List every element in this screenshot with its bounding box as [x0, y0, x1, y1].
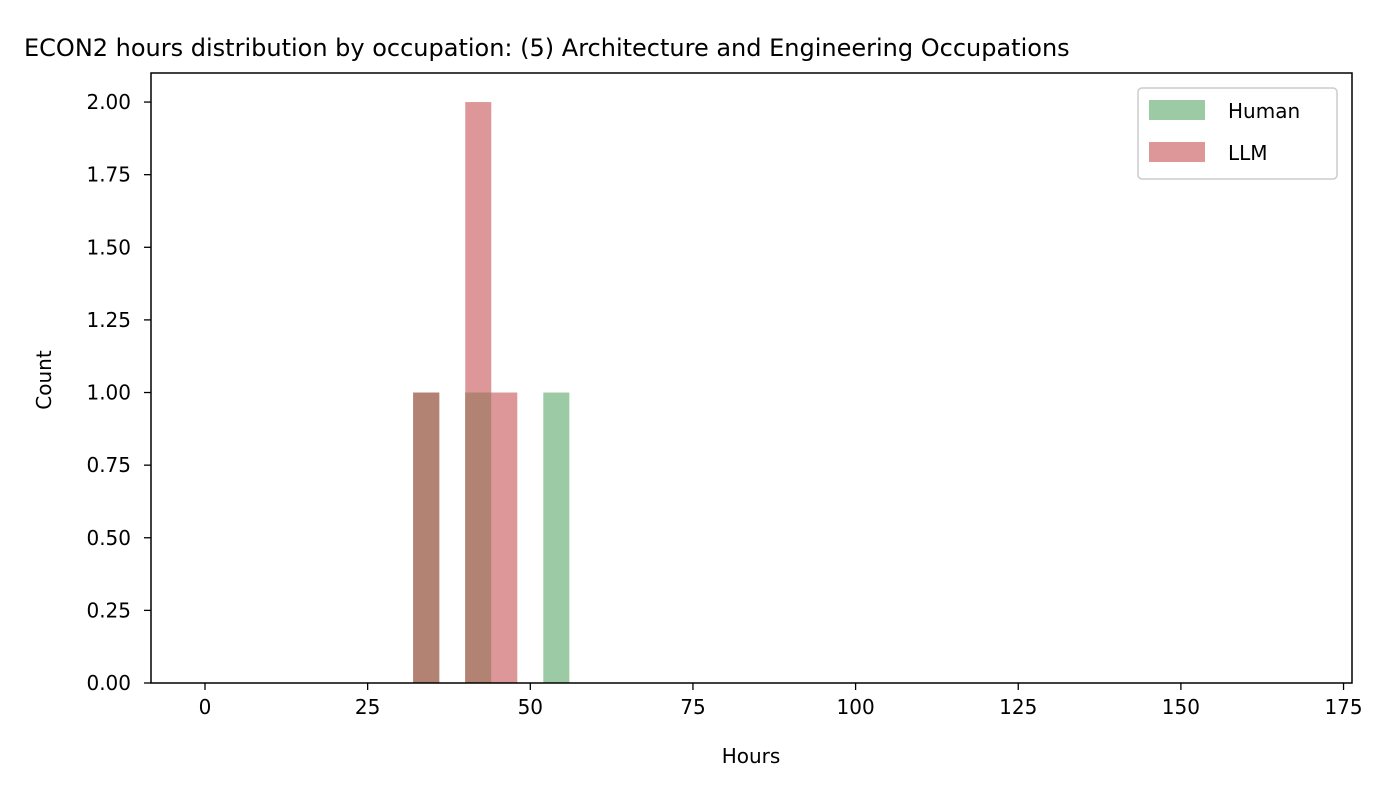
y-tick-label: 2.00: [86, 90, 131, 114]
y-tick-label: 1.25: [86, 308, 131, 332]
legend-swatch-llm: [1149, 142, 1205, 162]
y-tick-label: 0.50: [86, 526, 131, 550]
y-tick-label: 1.00: [86, 381, 131, 405]
x-axis: 0 25 50 75 100 125 150 175: [199, 683, 1363, 719]
bars-layer: [413, 102, 570, 684]
x-axis-label: Hours: [722, 744, 781, 768]
x-tick-label: 150: [1162, 695, 1200, 719]
x-tick-label: 50: [518, 695, 543, 719]
bar-llm-2: [491, 392, 518, 683]
legend: Human LLM: [1137, 87, 1338, 180]
x-tick-label: 175: [1324, 695, 1362, 719]
legend-label-llm: LLM: [1228, 141, 1268, 165]
y-axis-label: Count: [32, 350, 56, 410]
bar-overlap: [413, 392, 440, 683]
x-tick-label: 0: [199, 695, 212, 719]
legend-swatch-human: [1149, 100, 1205, 120]
x-tick-label: 125: [999, 695, 1037, 719]
bar-human-2: [543, 392, 570, 683]
x-tick-label: 75: [680, 695, 705, 719]
y-tick-label: 0.25: [86, 598, 131, 622]
plot-frame: [150, 72, 1353, 684]
legend-label-human: Human: [1228, 99, 1300, 123]
y-tick-label: 0.75: [86, 453, 131, 477]
x-tick-label: 100: [837, 695, 875, 719]
chart-title: ECON2 hours distribution by occupation: …: [24, 34, 1070, 62]
bar-overlap: [465, 392, 492, 683]
y-tick-label: 0.00: [86, 671, 131, 695]
x-tick-label: 25: [355, 695, 380, 719]
y-axis: 0.00 0.25 0.50 0.75 1.00 1.25 1.50 1.75 2.00: [86, 90, 151, 695]
y-tick-label: 1.75: [86, 163, 131, 187]
y-tick-label: 1.50: [86, 235, 131, 259]
